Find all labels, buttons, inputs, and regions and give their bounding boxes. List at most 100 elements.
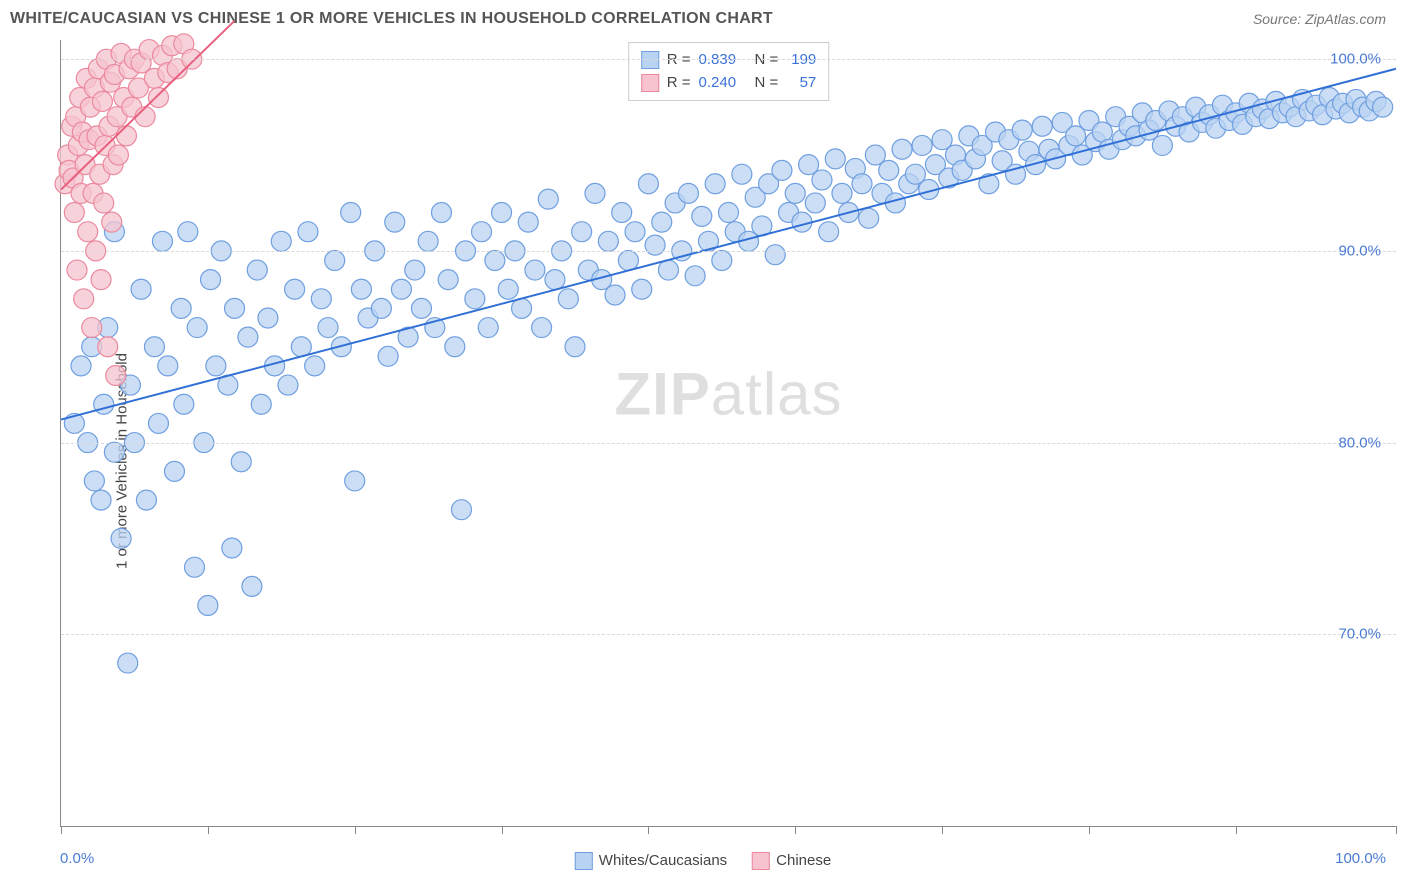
data-point (492, 203, 512, 223)
x-tick (648, 826, 649, 834)
data-point (91, 490, 111, 510)
data-point (135, 107, 155, 127)
data-point (632, 279, 652, 299)
data-point (638, 174, 658, 194)
data-point (765, 245, 785, 265)
x-tick (355, 826, 356, 834)
data-point (712, 250, 732, 270)
data-point (598, 231, 618, 251)
data-point (558, 289, 578, 309)
data-point (538, 189, 558, 209)
gridline (61, 251, 1396, 252)
x-tick (942, 826, 943, 834)
data-point (67, 260, 87, 280)
data-point (478, 318, 498, 338)
data-point (859, 208, 879, 228)
r-label: R = (667, 71, 691, 94)
data-point (585, 183, 605, 203)
data-point (341, 203, 361, 223)
data-point (658, 260, 678, 280)
data-point (118, 653, 138, 673)
data-point (98, 337, 118, 357)
data-point (74, 289, 94, 309)
data-point (92, 91, 112, 111)
data-point (311, 289, 331, 309)
n-value: 57 (786, 71, 816, 94)
data-point (198, 596, 218, 616)
chart-container: 1 or more Vehicles in Household R =0.839… (10, 40, 1396, 882)
data-point (104, 442, 124, 462)
data-point (785, 183, 805, 203)
data-point (405, 260, 425, 280)
legend-swatch (575, 852, 593, 870)
data-point (201, 270, 221, 290)
data-point (231, 452, 251, 472)
data-point (136, 490, 156, 510)
x-tick (502, 826, 503, 834)
data-point (618, 250, 638, 270)
data-point (187, 318, 207, 338)
data-point (879, 160, 899, 180)
data-point (82, 318, 102, 338)
data-point (485, 250, 505, 270)
plot-area: R =0.839N =199R =0.240N =57 ZIPatlas 70.… (60, 40, 1396, 827)
data-point (71, 356, 91, 376)
data-point (518, 212, 538, 232)
data-point (178, 222, 198, 242)
data-point (111, 528, 131, 548)
data-point (452, 500, 472, 520)
gridline (61, 59, 1396, 60)
data-point (498, 279, 518, 299)
data-point (238, 327, 258, 347)
data-point (625, 222, 645, 242)
data-point (438, 270, 458, 290)
data-point (271, 231, 291, 251)
data-point (772, 160, 792, 180)
data-point (94, 394, 114, 414)
data-point (431, 203, 451, 223)
scatter-layer (61, 40, 1396, 826)
data-point (532, 318, 552, 338)
y-tick-label: 80.0% (1338, 434, 1381, 451)
data-point (692, 206, 712, 226)
data-point (102, 212, 122, 232)
data-point (472, 222, 492, 242)
data-point (1373, 97, 1393, 117)
data-point (222, 538, 242, 558)
x-tick (61, 826, 62, 834)
data-point (685, 266, 705, 286)
data-point (418, 231, 438, 251)
data-point (158, 356, 178, 376)
data-point (378, 346, 398, 366)
data-point (144, 337, 164, 357)
r-value: 0.240 (699, 71, 747, 94)
legend-label: Whites/Caucasians (599, 852, 727, 869)
x-axis-min-label: 0.0% (60, 850, 94, 867)
trend-line (61, 69, 1396, 420)
data-point (465, 289, 485, 309)
data-point (1152, 135, 1172, 155)
data-point (371, 298, 391, 318)
y-tick-label: 70.0% (1338, 626, 1381, 643)
data-point (351, 279, 371, 299)
data-point (258, 308, 278, 328)
correlation-stats-box: R =0.839N =199R =0.240N =57 (628, 42, 830, 101)
data-point (652, 212, 672, 232)
data-point (912, 135, 932, 155)
stats-row: R = 0.240 N = 57 (641, 71, 817, 94)
data-point (206, 356, 226, 376)
data-point (225, 298, 245, 318)
data-point (174, 394, 194, 414)
data-point (805, 193, 825, 213)
x-tick (208, 826, 209, 834)
data-point (445, 337, 465, 357)
data-point (705, 174, 725, 194)
data-point (84, 471, 104, 491)
data-point (108, 145, 128, 165)
header: WHITE/CAUCASIAN VS CHINESE 1 OR MORE VEH… (0, 0, 1406, 28)
n-label: N = (755, 71, 779, 94)
data-point (812, 170, 832, 190)
data-point (1012, 120, 1032, 140)
data-point (116, 126, 136, 146)
x-axis-max-label: 100.0% (1335, 850, 1386, 867)
